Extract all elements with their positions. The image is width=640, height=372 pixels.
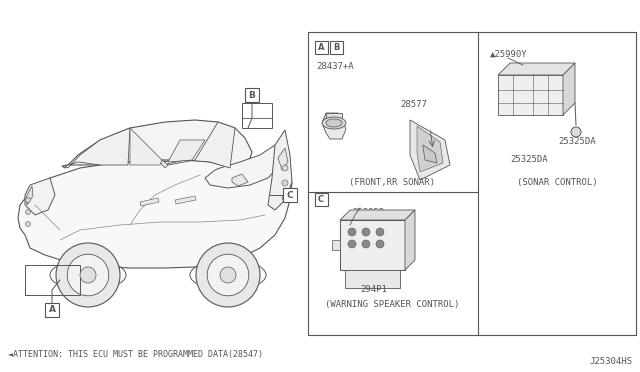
Circle shape: [220, 267, 236, 283]
Bar: [405, 240, 413, 250]
Circle shape: [207, 254, 249, 296]
Bar: [25, 265, 80, 295]
Circle shape: [67, 254, 109, 296]
Bar: [308, 32, 636, 335]
Bar: [245, 88, 259, 102]
Ellipse shape: [322, 117, 346, 129]
Text: B: B: [333, 44, 339, 52]
Circle shape: [26, 209, 31, 215]
Text: C: C: [318, 196, 324, 205]
Bar: [242, 103, 272, 128]
Text: C: C: [287, 190, 293, 199]
Circle shape: [80, 267, 96, 283]
Polygon shape: [410, 120, 450, 180]
Bar: [315, 193, 328, 206]
Bar: [283, 188, 297, 202]
Polygon shape: [417, 126, 443, 172]
Bar: [340, 220, 405, 270]
Polygon shape: [65, 128, 130, 168]
Text: ▲25990Y: ▲25990Y: [490, 50, 527, 59]
Text: 25395D: 25395D: [352, 208, 384, 217]
Polygon shape: [175, 196, 196, 204]
Bar: [326, 113, 342, 123]
Circle shape: [26, 221, 31, 227]
Bar: [330, 41, 343, 54]
Text: A: A: [317, 44, 324, 52]
Polygon shape: [498, 75, 563, 115]
Polygon shape: [26, 186, 33, 205]
Bar: [332, 240, 340, 250]
Bar: [45, 303, 59, 317]
Polygon shape: [268, 130, 292, 210]
Polygon shape: [340, 210, 415, 220]
Circle shape: [282, 195, 288, 201]
Polygon shape: [563, 63, 575, 115]
Text: A: A: [49, 305, 56, 314]
Polygon shape: [62, 120, 252, 168]
Text: ◄ATTENTION: THIS ECU MUST BE PROGRAMMED DATA(28547): ◄ATTENTION: THIS ECU MUST BE PROGRAMMED …: [8, 350, 263, 359]
Text: 294P1: 294P1: [360, 285, 387, 294]
Polygon shape: [232, 174, 248, 186]
Polygon shape: [160, 160, 168, 168]
Polygon shape: [18, 158, 292, 268]
Circle shape: [376, 228, 384, 236]
Polygon shape: [205, 145, 280, 188]
Polygon shape: [423, 145, 437, 163]
Text: J25304HS: J25304HS: [589, 357, 632, 366]
Ellipse shape: [326, 119, 342, 127]
Bar: [315, 41, 328, 54]
Text: 25325DA: 25325DA: [510, 155, 548, 164]
Polygon shape: [140, 198, 159, 206]
Ellipse shape: [571, 127, 581, 137]
Circle shape: [196, 243, 260, 307]
Polygon shape: [162, 122, 235, 168]
Circle shape: [376, 240, 384, 248]
Text: (WARNING SPEAKER CONTROL): (WARNING SPEAKER CONTROL): [325, 300, 459, 309]
Circle shape: [26, 198, 31, 202]
Bar: [345, 270, 400, 288]
Polygon shape: [322, 113, 346, 139]
Circle shape: [348, 240, 356, 248]
Polygon shape: [25, 178, 55, 215]
Polygon shape: [498, 63, 575, 75]
Text: 25325DA: 25325DA: [558, 137, 596, 146]
Circle shape: [362, 240, 370, 248]
Text: 28577: 28577: [400, 100, 427, 109]
Circle shape: [282, 165, 288, 171]
Polygon shape: [405, 210, 415, 270]
Text: (SONAR CONTROL): (SONAR CONTROL): [516, 178, 597, 187]
Circle shape: [362, 228, 370, 236]
Text: (FRONT,RR SONAR): (FRONT,RR SONAR): [349, 178, 435, 187]
Circle shape: [282, 180, 288, 186]
Text: B: B: [248, 90, 255, 99]
Polygon shape: [130, 128, 162, 165]
Polygon shape: [168, 140, 205, 162]
Polygon shape: [278, 148, 288, 170]
Circle shape: [348, 228, 356, 236]
Circle shape: [56, 243, 120, 307]
Text: 28437+A: 28437+A: [316, 62, 354, 71]
